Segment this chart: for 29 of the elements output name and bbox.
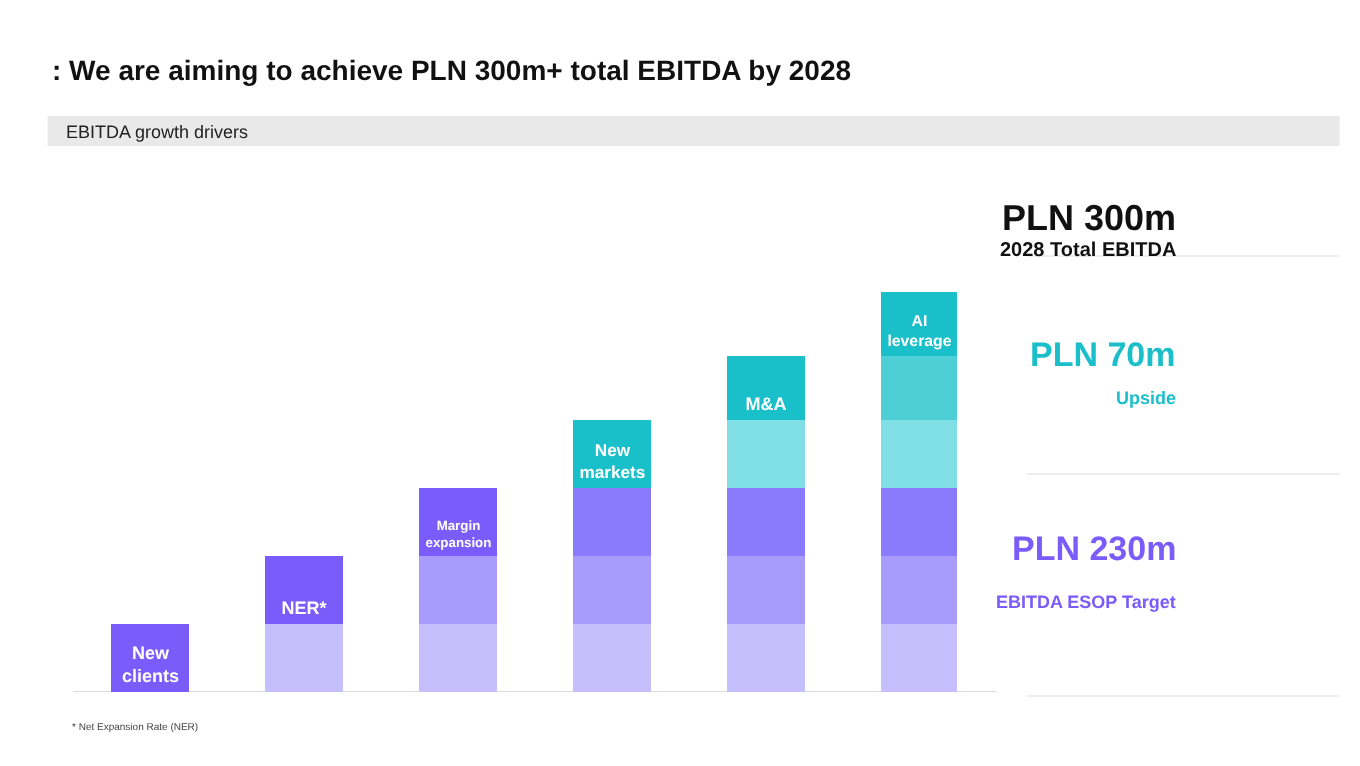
bar xyxy=(881,488,958,556)
series-label: M&A xyxy=(745,394,788,414)
bar xyxy=(265,624,344,692)
series-label: AI leverage xyxy=(887,312,953,351)
text: PLN 70m xyxy=(1030,336,1176,374)
bar xyxy=(727,488,806,556)
bar xyxy=(573,556,652,624)
annotation: EBITDA ESOP Target xyxy=(996,592,1176,612)
bar xyxy=(727,624,806,692)
bar xyxy=(727,556,806,624)
chart-subtitle: EBITDA growth drivers xyxy=(66,122,250,142)
bar xyxy=(881,356,958,420)
bar xyxy=(727,420,806,488)
bar xyxy=(881,624,958,692)
bar xyxy=(573,624,652,692)
bar xyxy=(573,488,652,556)
text: 2028 Total EBITDA xyxy=(1000,240,1177,262)
bar xyxy=(419,624,498,692)
text: PLN 230m xyxy=(1012,530,1177,568)
series-label: New clients xyxy=(121,642,179,686)
text: Upside xyxy=(1116,388,1177,408)
chart-title: : We are aiming to achieve PLN 300m+ total EBITDA by 2028 xyxy=(52,54,852,86)
bar xyxy=(265,556,344,624)
series-label: NER* xyxy=(281,598,328,618)
series-label: New markets xyxy=(579,439,646,483)
text: PLN 300m xyxy=(1002,198,1177,238)
bar xyxy=(881,556,958,624)
bar xyxy=(419,556,498,624)
bar xyxy=(881,420,958,488)
